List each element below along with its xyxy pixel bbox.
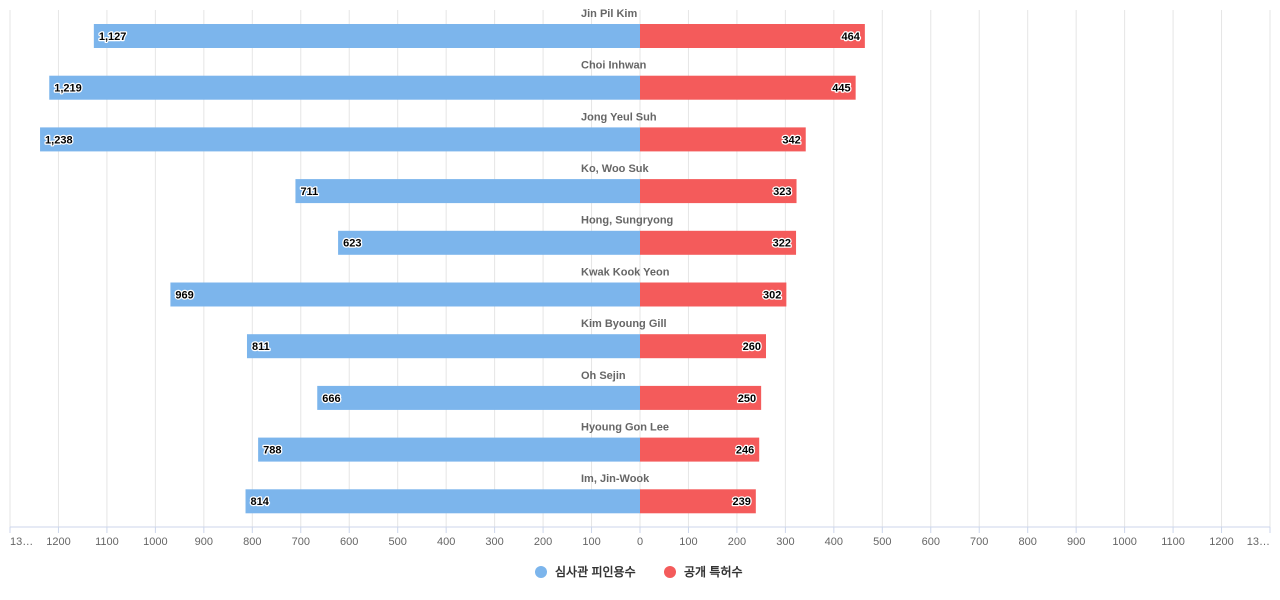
bar bbox=[40, 127, 641, 152]
bar bbox=[245, 489, 640, 514]
bar bbox=[640, 24, 865, 48]
x-tick-label: 1200 bbox=[46, 536, 70, 548]
value-label: 814 bbox=[251, 496, 270, 508]
category-label: Choi Inhwan bbox=[581, 60, 647, 72]
x-tick-label: 1100 bbox=[95, 536, 119, 548]
value-label: 322 bbox=[773, 238, 791, 250]
value-label: 302 bbox=[763, 289, 781, 301]
x-tick-label: 1100 bbox=[1161, 536, 1185, 548]
value-label: 711 bbox=[300, 186, 318, 198]
x-tick-label: 300 bbox=[485, 536, 503, 548]
bar bbox=[317, 385, 640, 410]
x-tick-label: 700 bbox=[970, 536, 988, 548]
bar bbox=[640, 437, 760, 462]
category-label: Jong Yeul Suh bbox=[581, 111, 657, 123]
bar bbox=[246, 334, 640, 359]
category-label: Oh Sejin bbox=[581, 370, 626, 382]
value-label: 342 bbox=[782, 134, 800, 146]
bar bbox=[640, 179, 797, 204]
x-tick-label: 600 bbox=[340, 536, 358, 548]
value-label: 250 bbox=[738, 393, 756, 405]
legend-label[interactable]: 공개 특허수 bbox=[684, 564, 743, 579]
bar bbox=[640, 385, 762, 410]
x-tick-label: 900 bbox=[195, 536, 213, 548]
x-tick-label: 100 bbox=[679, 536, 697, 548]
bar bbox=[640, 334, 766, 359]
bar bbox=[640, 282, 787, 307]
x-tick-label: 500 bbox=[389, 536, 407, 548]
value-label: 260 bbox=[743, 341, 761, 353]
x-tick-label: 600 bbox=[922, 536, 940, 548]
x-tick-label: 1000 bbox=[1112, 536, 1136, 548]
bar bbox=[258, 437, 640, 462]
x-tick-label: 200 bbox=[534, 536, 552, 548]
value-label: 666 bbox=[322, 393, 340, 405]
bar bbox=[640, 127, 806, 152]
value-label: 323 bbox=[773, 186, 791, 198]
category-label: Hyoung Gon Lee bbox=[581, 422, 669, 434]
value-label: 623 bbox=[343, 238, 361, 250]
bar bbox=[640, 489, 756, 514]
legend-marker bbox=[664, 566, 676, 578]
bar bbox=[640, 230, 797, 255]
bar bbox=[338, 230, 640, 255]
value-label: 239 bbox=[732, 496, 750, 508]
value-label: 788 bbox=[263, 445, 281, 457]
bar bbox=[93, 24, 641, 48]
x-tick-label: 500 bbox=[873, 536, 891, 548]
bar bbox=[640, 75, 856, 100]
value-label: 1,219 bbox=[54, 83, 82, 95]
bar bbox=[295, 179, 640, 204]
value-label: 246 bbox=[736, 445, 754, 457]
x-tick-label: 13… bbox=[10, 536, 33, 548]
x-tick-label: 700 bbox=[292, 536, 310, 548]
value-label: 1,238 bbox=[45, 134, 73, 146]
legend-marker bbox=[535, 566, 547, 578]
x-tick-label: 400 bbox=[825, 536, 843, 548]
bar bbox=[170, 282, 640, 307]
x-tick-label: 400 bbox=[437, 536, 455, 548]
category-label: Kwak Kook Yeon bbox=[581, 266, 670, 278]
x-tick-label: 900 bbox=[1067, 536, 1085, 548]
bar bbox=[49, 75, 640, 100]
x-tick-label: 800 bbox=[1019, 536, 1037, 548]
x-tick-label: 300 bbox=[776, 536, 794, 548]
x-tick-label: 13… bbox=[1247, 536, 1270, 548]
x-tick-label: 100 bbox=[582, 536, 600, 548]
category-label: Im, Jin-Wook bbox=[581, 473, 650, 485]
category-label: Ko, Woo Suk bbox=[581, 163, 650, 175]
value-label: 811 bbox=[252, 341, 270, 353]
category-label: Jin Pil Kim bbox=[581, 8, 637, 20]
value-label: 445 bbox=[832, 83, 850, 95]
x-tick-label: 200 bbox=[728, 536, 746, 548]
x-tick-label: 1000 bbox=[143, 536, 167, 548]
value-label: 969 bbox=[175, 289, 193, 301]
x-tick-label: 1200 bbox=[1209, 536, 1233, 548]
value-label: 1,127 bbox=[99, 31, 127, 43]
x-tick-label: 800 bbox=[243, 536, 261, 548]
legend-label[interactable]: 심사관 피인용수 bbox=[555, 564, 636, 579]
category-label: Kim Byoung Gill bbox=[581, 318, 667, 330]
x-tick-label: 0 bbox=[637, 536, 643, 548]
category-label: Hong, Sungryong bbox=[581, 215, 673, 227]
value-label: 464 bbox=[842, 31, 861, 43]
